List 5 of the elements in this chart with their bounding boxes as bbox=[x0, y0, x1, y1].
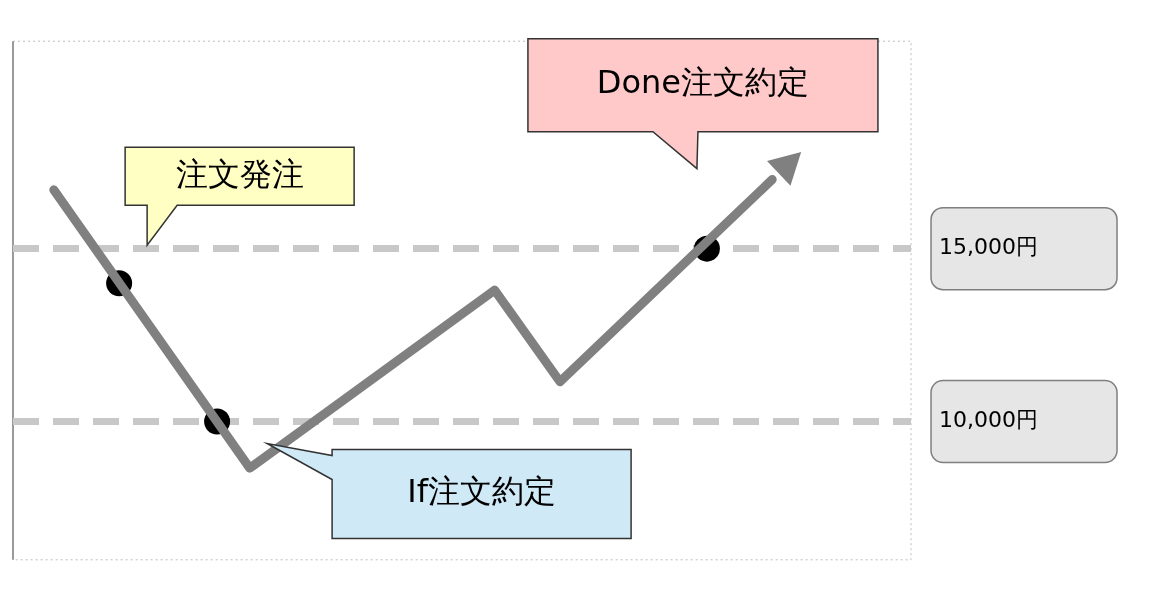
y-tick-label: 15,000円 bbox=[939, 234, 1039, 260]
annotation: 注文発注 bbox=[175, 154, 304, 193]
y-tick-label: 10,000円 bbox=[939, 407, 1039, 433]
annotation: Done注文約定 bbox=[596, 63, 810, 102]
annotation: If注文約定 bbox=[407, 472, 556, 511]
